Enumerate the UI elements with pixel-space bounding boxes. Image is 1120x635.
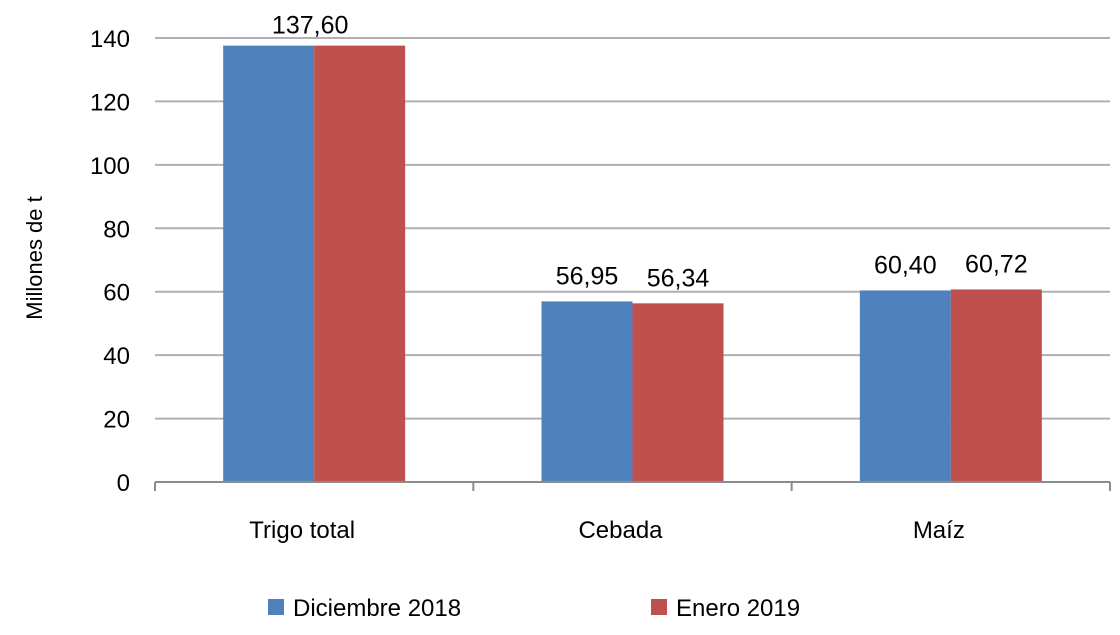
y-axis-label: Millones de t <box>22 196 47 320</box>
data-label: 60,40 <box>874 251 937 279</box>
data-label: 60,72 <box>965 250 1028 278</box>
y-tick-label: 140 <box>90 26 130 53</box>
legend-swatch <box>268 599 284 615</box>
bar <box>223 45 315 483</box>
bar <box>541 301 633 482</box>
x-tick-label: Maíz <box>913 517 965 544</box>
y-tick-label: 80 <box>103 216 130 243</box>
y-tick-label: 120 <box>90 89 130 116</box>
bar <box>950 289 1042 482</box>
bar <box>632 303 724 482</box>
legend-swatch <box>651 599 667 615</box>
bar <box>314 45 406 483</box>
y-tick-label: 40 <box>103 343 130 370</box>
x-tick-label: Trigo total <box>249 517 355 544</box>
data-label: 56,34 <box>647 264 710 292</box>
bar <box>859 290 951 482</box>
legend-label: Enero 2019 <box>676 595 800 622</box>
y-tick-label: 100 <box>90 153 130 180</box>
y-tick-label: 60 <box>103 280 130 307</box>
legend-label: Diciembre 2018 <box>293 595 461 622</box>
y-tick-label: 20 <box>103 407 130 434</box>
data-label: 137,60 <box>272 12 348 40</box>
x-tick-label: Cebada <box>578 517 663 544</box>
y-tick-label: 0 <box>117 470 130 497</box>
data-label: 56,95 <box>556 262 619 290</box>
